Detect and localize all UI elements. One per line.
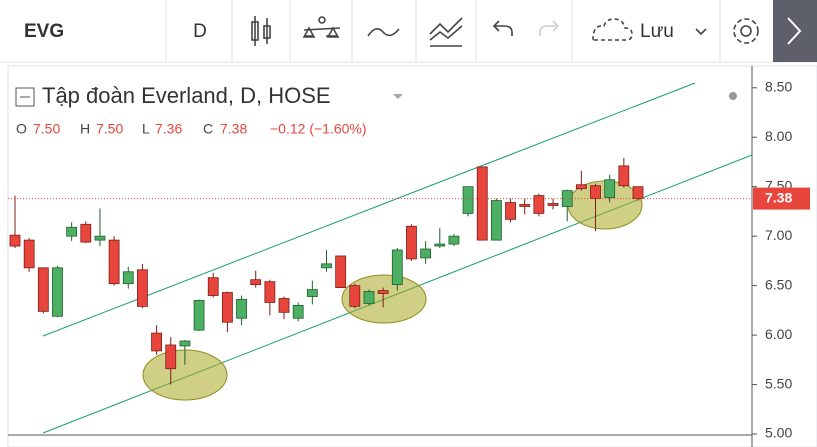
y-tick-label: 5.00 [765, 425, 792, 441]
y-tick-label: 7.00 [765, 227, 792, 243]
candle-body [533, 195, 545, 214]
y-tick-label: 6.00 [765, 326, 792, 342]
candle-body [590, 185, 601, 199]
candle-body [151, 332, 162, 352]
candle-body [632, 186, 644, 199]
title-dropdown[interactable] [393, 94, 403, 99]
symbol[interactable]: EVG [24, 21, 64, 42]
y-tick-label: 6.50 [765, 276, 792, 292]
candle-body [335, 255, 347, 288]
channel-upper[interactable] [42, 82, 696, 337]
save-dropdown[interactable] [695, 28, 707, 36]
candle-body [278, 298, 290, 313]
chart-title: Tập đoàn Everland, D, HOSE [42, 83, 331, 108]
candle-body [94, 235, 106, 241]
candle-body [179, 340, 191, 347]
save-button[interactable]: Lưu [640, 21, 674, 42]
cloud-icon[interactable] [592, 18, 633, 41]
candle-body [406, 225, 417, 260]
candle-body [137, 269, 148, 307]
candle-body [505, 202, 516, 220]
indicator-icon[interactable] [302, 16, 341, 38]
template-icon[interactable] [429, 17, 463, 47]
last-price-label: 7.38 [765, 189, 792, 205]
ohlc-value: 7.38 [220, 121, 247, 137]
candle-body [207, 277, 219, 296]
ohlc-label: H [80, 121, 90, 137]
candle-body [236, 299, 247, 319]
ohlc-label: L [142, 121, 150, 137]
candle-body [193, 300, 205, 331]
candle-body [250, 279, 262, 286]
candle-body [618, 165, 630, 187]
candle-body [165, 344, 177, 370]
status-dot [729, 92, 737, 100]
candle-body [52, 267, 63, 317]
highlight-ellipse[interactable] [341, 274, 427, 324]
drawings[interactable] [42, 82, 753, 434]
candle-body [9, 234, 21, 247]
candle-body [321, 263, 332, 269]
candle-body [491, 200, 502, 241]
toolbar [0, 0, 817, 62]
candle-body [66, 226, 78, 237]
candle-body [575, 184, 587, 190]
candle-body [108, 239, 120, 285]
chevron [787, 17, 802, 45]
candle-body [80, 223, 92, 243]
last-price-box [753, 187, 810, 210]
candle-body [37, 267, 49, 312]
candle-body [306, 289, 318, 297]
candle-body [462, 186, 474, 214]
ohlc-value: 7.36 [155, 121, 182, 137]
ohlc-label: O [16, 121, 27, 137]
candle-body [264, 281, 276, 303]
candle-body [434, 243, 446, 247]
candle-body [604, 179, 616, 198]
candle-body [122, 271, 134, 285]
compare-icon[interactable] [367, 28, 400, 37]
y-tick-label: 5.50 [765, 375, 792, 391]
collapse-legend[interactable] [15, 87, 35, 107]
redo-icon[interactable] [539, 20, 560, 36]
undo-icon[interactable] [492, 20, 513, 36]
candle-body [547, 203, 559, 206]
candle-body [363, 291, 375, 304]
change: −0.12 (−1.60%) [270, 121, 367, 137]
candle-body [519, 204, 531, 207]
candle-body [391, 249, 403, 286]
candle-body [377, 290, 389, 294]
y-tick-label: 8.00 [765, 128, 792, 144]
candle-icon[interactable] [251, 16, 271, 46]
candle-body [221, 292, 233, 323]
candle-body [420, 248, 432, 259]
ohlc-label: C [203, 121, 213, 137]
y-tick-label: 8.50 [765, 78, 792, 94]
candle-body [23, 239, 35, 269]
interval[interactable]: D [193, 21, 207, 42]
candle-body [476, 166, 488, 241]
ohlc-value: 7.50 [33, 121, 60, 137]
ohlc-value: 7.50 [96, 121, 123, 137]
candle-body [292, 305, 304, 319]
candle-body [349, 285, 361, 307]
settings-icon[interactable] [733, 18, 759, 44]
candle-body [448, 235, 460, 245]
collapse-button[interactable] [773, 0, 817, 62]
